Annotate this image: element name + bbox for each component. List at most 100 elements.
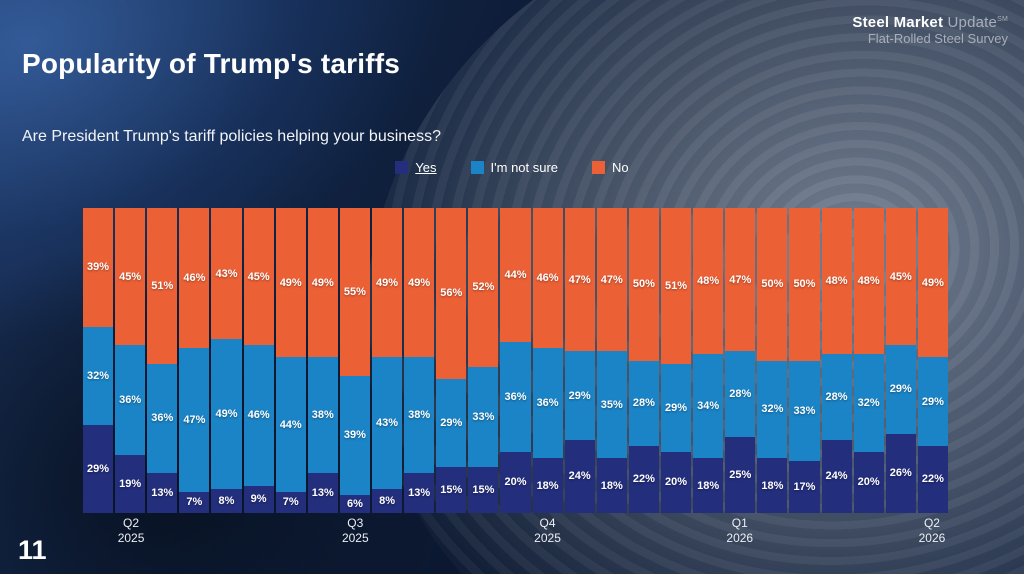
quarter-label: Q1 [731, 516, 748, 530]
segment-value-label: 46% [247, 409, 270, 422]
survey-question: Are President Trump's tariff policies he… [22, 128, 441, 145]
bar-segment-not-sure: 38% [307, 357, 338, 474]
bar-segment-not-sure: 36% [115, 345, 146, 456]
bar-segment-not-sure: 29% [436, 378, 467, 468]
logo-text-light: Update [943, 14, 998, 31]
bar-segment-no: 50% [628, 208, 659, 361]
segment-value-label: 18% [536, 479, 559, 492]
bar-segment-no: 49% [371, 208, 403, 358]
stacked-bar-24: 48% 28% 24% [821, 208, 852, 513]
stacked-bar-16: 47% 29% 24% [564, 208, 595, 513]
bar-segment-yes: 7% [275, 491, 306, 513]
segment-value-label: 50% [632, 278, 655, 291]
bar-segment-no: 45% [115, 208, 146, 346]
stacked-bar-25: 48% 32% 20% [853, 208, 884, 513]
logo-text-bold: Steel Market [852, 14, 944, 31]
bar-segment-no: 52% [468, 208, 499, 367]
bar-segment-yes: 18% [693, 458, 724, 513]
legend-label-no: No [612, 160, 629, 175]
segment-value-label: 45% [889, 270, 912, 283]
segment-value-label: 47% [568, 273, 591, 286]
bar-segment-not-sure: 49% [211, 339, 242, 489]
quarter-label: Q2 [923, 516, 940, 530]
year-label: 2025 [534, 531, 561, 545]
segment-value-label: 47% [729, 273, 752, 286]
segment-value-label: 46% [183, 272, 206, 285]
segment-value-label: 8% [218, 494, 235, 507]
bar-segment-yes: 18% [757, 458, 788, 513]
segment-value-label: 22% [632, 473, 655, 486]
segment-value-label: 45% [119, 270, 142, 283]
logo-line2: Flat-Rolled Steel Survey [867, 31, 1008, 46]
bar-segment-yes: 18% [532, 458, 563, 513]
quarter-label: Q2 [123, 516, 140, 530]
stacked-bar-14: 44% 36% 20% [500, 208, 531, 513]
bar-segment-no: 56% [436, 208, 467, 379]
segment-value-label: 36% [536, 397, 559, 410]
segment-value-label: 29% [87, 462, 110, 475]
segment-value-label: 44% [504, 269, 527, 282]
bar-segment-not-sure: 46% [243, 345, 274, 486]
bar-segment-yes: 19% [115, 455, 146, 513]
segment-value-label: 20% [857, 476, 880, 489]
bar-segment-yes: 9% [243, 485, 274, 513]
legend-swatch-yes [395, 161, 409, 174]
segment-value-label: 49% [921, 276, 944, 289]
segment-value-label: 52% [472, 281, 495, 294]
segment-value-label: 36% [119, 394, 142, 407]
legend-swatch-not-sure [470, 161, 484, 174]
logo-trademark: SM [997, 16, 1008, 23]
segment-value-label: 34% [697, 400, 720, 413]
bar-segment-no: 48% [821, 208, 852, 355]
bar-segment-yes: 26% [885, 433, 916, 513]
bar-segment-yes: 13% [404, 473, 435, 513]
segment-value-label: 26% [889, 467, 912, 480]
bar-segment-yes: 22% [917, 445, 948, 513]
stacked-bar-5: 43% 49% 8% [211, 208, 242, 513]
segment-value-label: 39% [343, 429, 366, 442]
segment-value-label: 29% [568, 389, 591, 402]
segment-value-label: 13% [408, 487, 431, 500]
bar-segment-no: 49% [307, 208, 338, 358]
x-axis-label-q2-2026: Q2 2026 [919, 516, 946, 546]
bar-segment-not-sure: 35% [596, 351, 627, 459]
segment-value-label: 24% [825, 470, 848, 483]
bar-segment-yes: 8% [371, 488, 403, 513]
page-number: 11 [18, 535, 47, 565]
bar-segment-not-sure: 33% [468, 366, 499, 468]
segment-value-label: 44% [279, 418, 302, 431]
stacked-bar-3: 51% 36% 13% [147, 208, 178, 513]
segment-value-label: 29% [889, 383, 912, 396]
bar-segment-not-sure: 29% [660, 363, 692, 452]
bar-segment-no: 48% [853, 208, 884, 355]
bar-segment-yes: 24% [564, 439, 595, 513]
stacked-bar-26: 45% 29% 26% [885, 208, 916, 513]
bar-segment-no: 45% [885, 208, 916, 346]
x-axis-label-q4-2025: Q4 2025 [534, 516, 561, 546]
bar-segment-no: 47% [596, 208, 627, 352]
bar-segment-yes: 15% [436, 467, 467, 513]
x-axis-label-q2-2025: Q2 2025 [118, 516, 145, 546]
segment-value-label: 49% [215, 407, 238, 420]
segment-value-label: 18% [697, 479, 720, 492]
bar-segment-yes: 29% [83, 424, 114, 513]
year-label: 2025 [341, 531, 369, 545]
x-axis-labels: Q2 2025 Q3 2025 Q4 2025 Q1 2026 Q2 2026 [83, 516, 948, 550]
stacked-bar-2: 45% 36% 19% [115, 208, 146, 513]
bar-segment-not-sure: 36% [500, 342, 531, 452]
bar-segment-not-sure: 32% [757, 360, 788, 459]
bar-segment-not-sure: 36% [532, 348, 563, 459]
segment-value-label: 35% [600, 398, 623, 411]
segment-value-label: 6% [346, 497, 363, 510]
stacked-bar-18: 50% 28% 22% [628, 208, 659, 513]
segment-value-label: 33% [793, 404, 816, 417]
segment-value-label: 48% [825, 275, 848, 288]
chart-legend: Yes I'm not sure No [0, 160, 1024, 175]
bar-segment-yes: 6% [339, 494, 370, 513]
segment-value-label: 49% [279, 276, 302, 289]
bar-segment-no: 48% [693, 208, 724, 355]
segment-value-label: 19% [119, 478, 142, 491]
bar-segment-no: 49% [404, 208, 435, 358]
x-axis-label-q1-2026: Q1 2026 [726, 516, 753, 546]
stacked-bar-11: 49% 38% 13% [404, 208, 435, 513]
